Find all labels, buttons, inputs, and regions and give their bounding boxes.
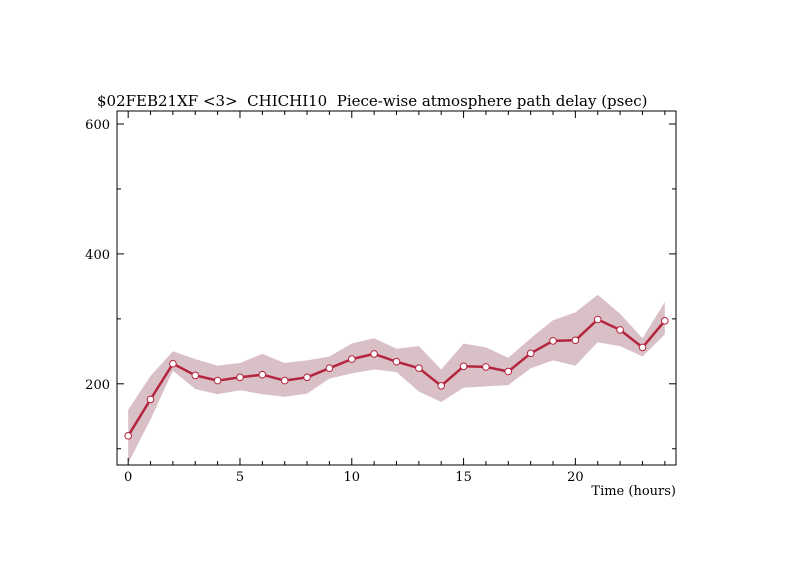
data-point xyxy=(213,376,222,385)
data-point xyxy=(459,362,468,371)
data-point xyxy=(392,357,401,366)
data-point xyxy=(638,343,647,352)
data-point xyxy=(191,371,200,380)
data-point xyxy=(325,364,334,373)
x-axis-label: Time (hours) xyxy=(591,484,676,499)
data-point xyxy=(303,373,311,382)
axis-ticks: 0 5 10 15 20 200 400 600 xyxy=(85,111,676,485)
data-point xyxy=(258,370,267,379)
y-tick-label: 400 xyxy=(85,248,110,263)
data-point xyxy=(526,349,535,358)
data-point xyxy=(482,363,490,371)
x-tick-label: 15 xyxy=(455,470,472,485)
x-tick-label: 20 xyxy=(567,470,584,485)
chart-title: $02FEB21XF <3> CHICHI10 Piece-wise atmos… xyxy=(97,92,647,110)
data-point xyxy=(571,336,580,345)
data-point xyxy=(146,395,155,404)
data-point xyxy=(593,315,602,324)
data-point xyxy=(370,350,378,358)
data-point xyxy=(616,326,624,334)
x-tick-label: 10 xyxy=(344,470,361,485)
data-point xyxy=(661,317,669,325)
y-tick-label: 200 xyxy=(85,378,110,393)
y-tick-label: 600 xyxy=(85,118,110,133)
data-point xyxy=(124,432,132,440)
data-point xyxy=(549,337,557,345)
data-point xyxy=(504,367,513,376)
plot-area xyxy=(124,294,669,464)
data-point xyxy=(280,376,289,385)
data-point xyxy=(437,382,446,390)
data-point xyxy=(169,359,177,368)
plot-frame xyxy=(116,110,677,466)
data-point xyxy=(348,355,356,363)
data-point xyxy=(236,373,244,382)
x-tick-label: 5 xyxy=(236,470,244,485)
data-point xyxy=(415,364,423,373)
x-tick-label: 0 xyxy=(124,470,132,485)
